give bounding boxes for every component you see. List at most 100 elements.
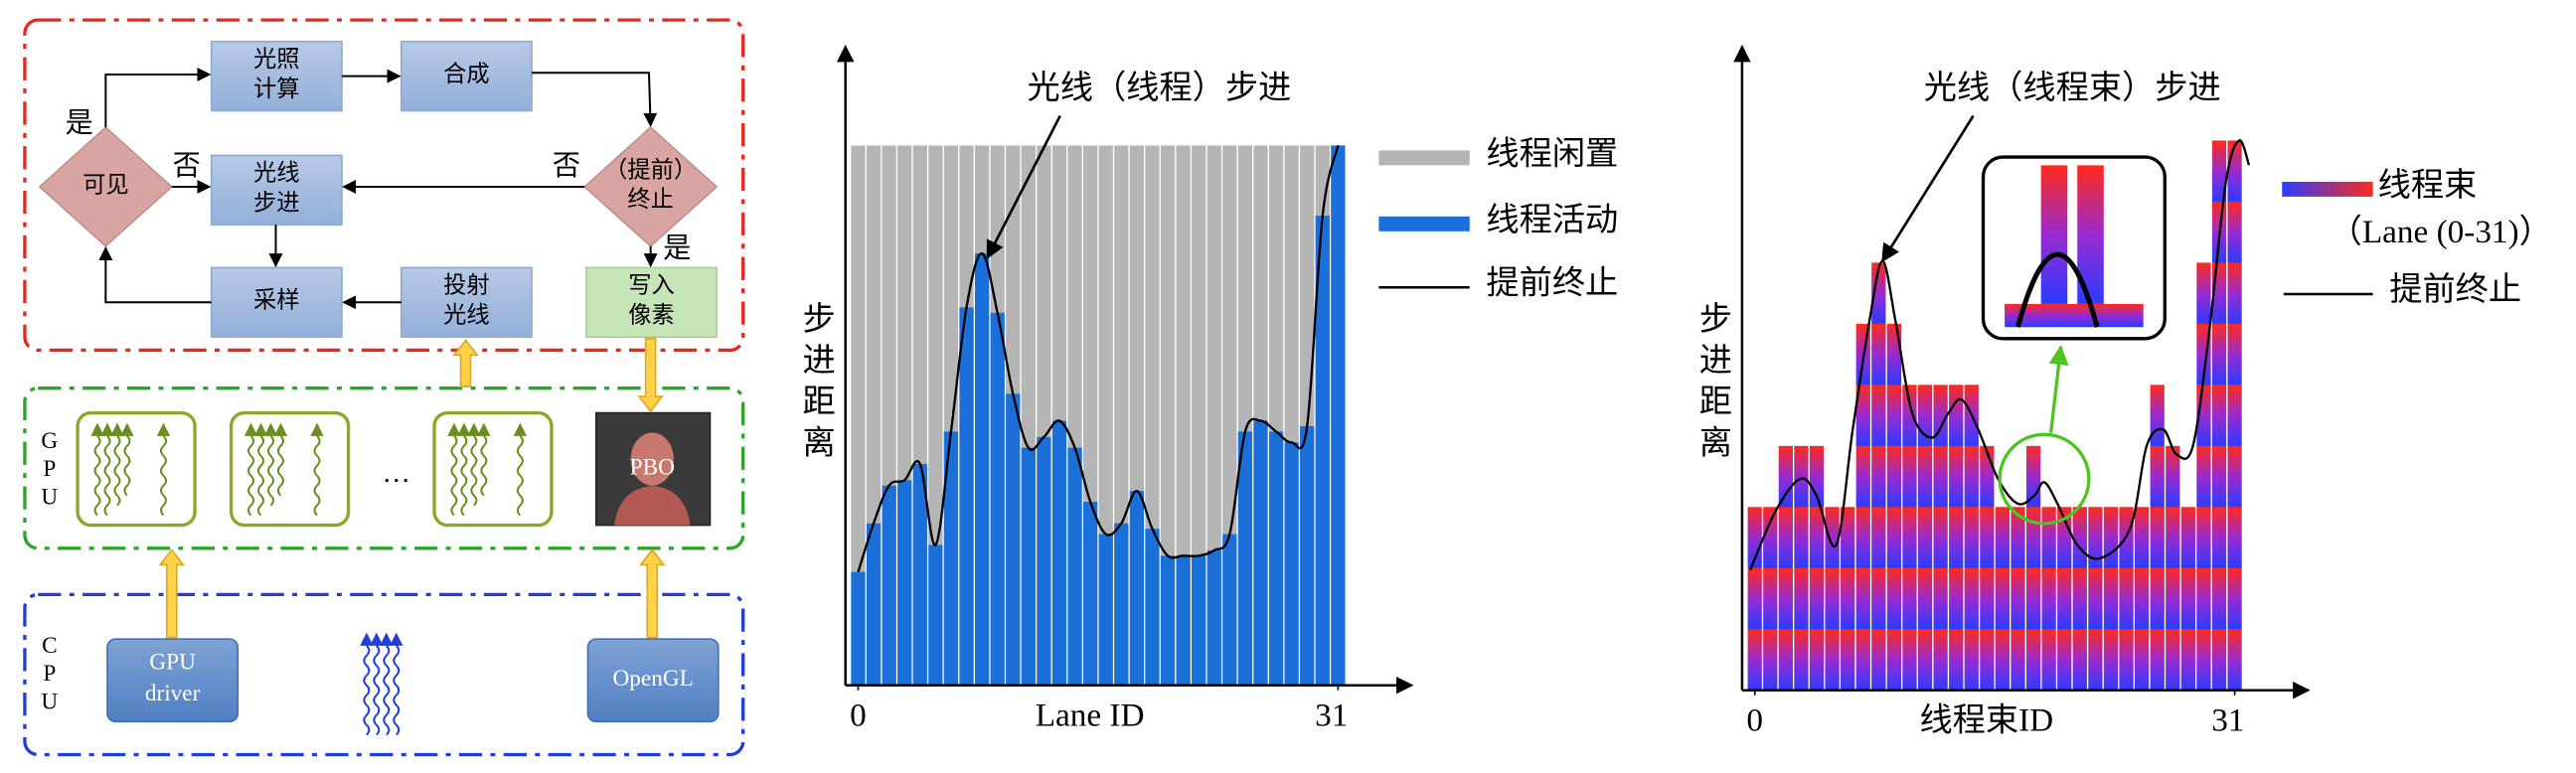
wavy-thread xyxy=(383,645,391,736)
bar xyxy=(974,253,990,686)
cpu-label: P xyxy=(43,661,56,687)
bar xyxy=(2150,385,2165,691)
bar xyxy=(1871,262,1886,691)
wavy-thread xyxy=(313,435,321,517)
y-axis-label: 距 xyxy=(803,384,836,420)
pbo-head xyxy=(630,432,674,486)
arrow xyxy=(104,67,212,128)
process-box xyxy=(400,40,533,112)
wavy-thread xyxy=(113,435,121,507)
bar xyxy=(1051,420,1067,686)
render-loop-frame xyxy=(23,18,745,353)
bar xyxy=(1037,436,1051,686)
decision-diamond xyxy=(38,126,174,247)
y-axis-label: 离 xyxy=(803,424,836,461)
thread-head xyxy=(156,422,171,436)
bar xyxy=(1980,445,1995,691)
wavy-thread xyxy=(267,435,274,507)
wavy-thread xyxy=(257,435,265,517)
legend-label: 线程束 xyxy=(2378,167,2478,204)
x-axis-label: Lane ID xyxy=(1036,697,1145,734)
cpu-frame xyxy=(23,592,745,757)
thread-head xyxy=(370,632,384,646)
y-axis-label: 离 xyxy=(1699,424,1732,461)
bar xyxy=(2011,507,2025,691)
node-label: 光线 xyxy=(253,161,300,187)
thread-head xyxy=(447,422,461,436)
title-pointer xyxy=(1881,114,1975,263)
edge-label: 是 xyxy=(663,233,691,264)
bar xyxy=(990,312,1005,686)
process-box xyxy=(210,40,343,112)
process-box xyxy=(210,154,343,227)
driver-box xyxy=(106,638,240,723)
node-label: 光照 xyxy=(253,47,300,73)
bar xyxy=(866,523,882,686)
title-pointer xyxy=(986,114,1061,260)
bar xyxy=(2041,507,2056,691)
thread-head xyxy=(100,422,114,436)
bar xyxy=(1067,447,1082,686)
gpu-ellipsis: … xyxy=(383,458,410,489)
bar xyxy=(1315,216,1330,686)
wavy-thread xyxy=(363,645,371,736)
x-tick-label: 31 xyxy=(1315,697,1348,734)
thread-head xyxy=(110,422,124,436)
bar xyxy=(1841,507,1855,691)
pbo-body xyxy=(614,485,691,526)
arrow xyxy=(98,246,212,304)
bar xyxy=(1006,393,1021,686)
y-axis-label: 距 xyxy=(1699,384,1732,420)
process-box xyxy=(400,266,533,338)
pbo-label: PBO xyxy=(630,454,675,480)
bar xyxy=(959,307,974,686)
gpu-label: G xyxy=(41,428,58,454)
bar xyxy=(1886,323,1902,691)
thread-head xyxy=(477,422,491,436)
bar xyxy=(2025,445,2041,691)
legend-label: 提前终止 xyxy=(1486,264,1618,301)
process-box xyxy=(210,266,343,338)
bar xyxy=(2180,507,2195,691)
bar xyxy=(2166,445,2180,691)
zoom-bar xyxy=(2005,303,2144,328)
node-label: 合成 xyxy=(443,62,490,87)
bar xyxy=(851,571,866,686)
arrow xyxy=(532,72,658,127)
y-axis-label: 进 xyxy=(1699,342,1732,379)
bar xyxy=(928,544,943,686)
thread-head xyxy=(390,632,403,646)
yellow-arrow xyxy=(638,548,666,639)
legend-label: 线程闲置 xyxy=(1486,136,1618,173)
gpu-frame xyxy=(23,386,745,550)
node-label: 像素 xyxy=(628,303,675,329)
wavy-thread xyxy=(103,435,111,517)
thread-head xyxy=(380,632,394,646)
legend-label: 线程活动 xyxy=(1486,202,1618,238)
thread-head xyxy=(263,422,278,436)
node-label: 写入 xyxy=(628,273,675,299)
bar xyxy=(1222,534,1237,686)
bar xyxy=(1933,385,1948,691)
legend-label: 提前终止 xyxy=(2389,271,2521,308)
bar xyxy=(2103,507,2119,691)
bar xyxy=(1098,534,1113,686)
x-axis-label: 线程束ID xyxy=(1919,702,2053,739)
wavy-thread xyxy=(460,435,468,517)
bar xyxy=(1794,445,1809,691)
bar xyxy=(943,431,959,686)
bar xyxy=(1268,431,1284,686)
legend-swatch xyxy=(1378,150,1470,166)
bar xyxy=(2072,507,2087,691)
process-box xyxy=(585,266,718,338)
y-axis-label: 步 xyxy=(803,301,836,338)
legend-swatch xyxy=(2282,181,2373,197)
gpu-label: U xyxy=(41,484,58,510)
cpu-label: C xyxy=(42,633,58,659)
bar xyxy=(1114,523,1129,686)
bar xyxy=(1778,445,1793,691)
bar xyxy=(1331,145,1346,686)
warp-box xyxy=(432,410,554,528)
thread-head xyxy=(467,422,481,436)
